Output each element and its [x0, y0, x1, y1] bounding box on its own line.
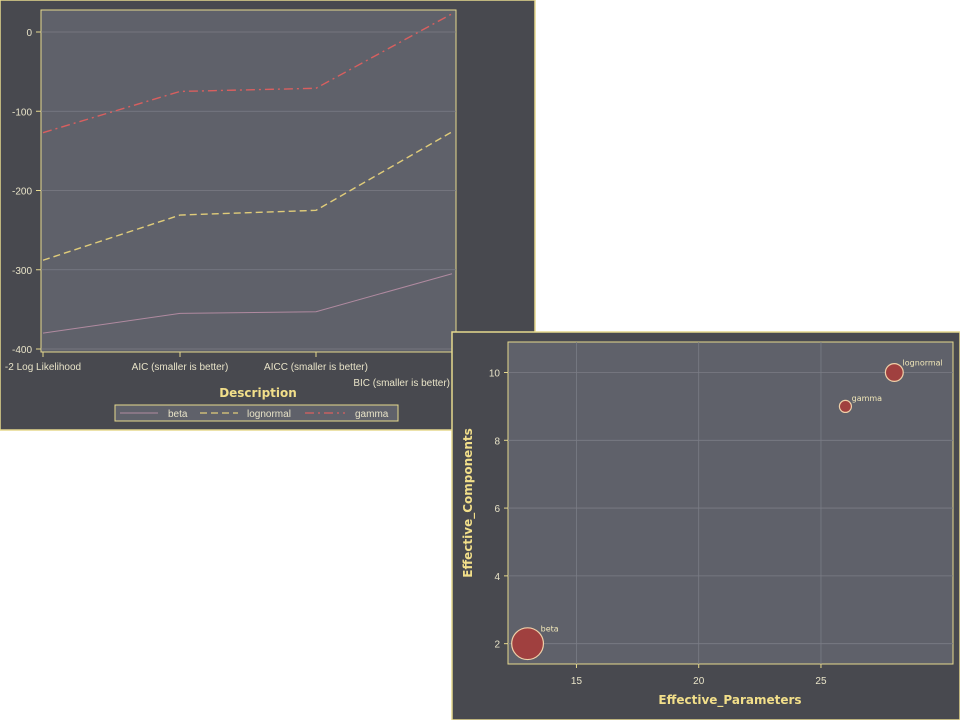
x-tick-label: 20	[693, 676, 705, 687]
bubble-x-axis-title: Effective_Parameters	[658, 693, 801, 708]
y-tick-label: 2	[494, 640, 500, 651]
bubble-label-beta: beta	[541, 625, 559, 634]
bubble-beta	[511, 627, 545, 661]
series-line-lognormal	[42, 131, 453, 261]
bubble-chart: 15 20 25 2 4 6 8 10 beta gamma lognormal Effectiv…	[451, 331, 960, 720]
bubble-label-gamma: gamma	[852, 394, 883, 403]
bubble-label-lognormal: lognormal	[903, 358, 943, 367]
x-tick-label: 15	[571, 676, 583, 687]
y-tick-label: -100	[12, 107, 32, 118]
x-tick-label: BIC (smaller is better)	[353, 378, 450, 389]
x-tick-label: -2 Log Likelihood	[5, 362, 81, 373]
x-tick-label: AICC (smaller is better)	[264, 362, 368, 373]
bubble-lognormal	[884, 363, 904, 383]
x-tick-label: 25	[815, 676, 827, 687]
legend-label-gamma: gamma	[355, 409, 389, 420]
line-chart: 0 -100 -200 -300 -400 -2 Log Likelihood AIC (…	[0, 0, 536, 431]
legend: beta lognormal gamma	[114, 404, 399, 422]
line-plot-area	[40, 9, 457, 353]
series-line-beta	[42, 273, 453, 334]
y-tick-label: 8	[494, 436, 500, 447]
y-tick-label: 0	[26, 28, 32, 39]
y-tick-label: 6	[494, 504, 500, 515]
legend-box	[114, 404, 399, 422]
bubble-gamma	[838, 399, 853, 413]
bubble-plot-area	[507, 341, 954, 665]
x-tick-label: AIC (smaller is better)	[132, 362, 229, 373]
y-tick-label: -200	[12, 187, 32, 198]
bubble-y-axis-title: Effective_Components	[461, 428, 476, 577]
legend-label-beta: beta	[168, 409, 188, 420]
y-tick-label: 10	[489, 369, 501, 380]
y-tick-label: -400	[12, 345, 32, 356]
series-line-gamma	[42, 13, 453, 134]
line-x-axis-title: Description	[219, 386, 297, 400]
legend-label-lognormal: lognormal	[247, 409, 291, 420]
y-tick-label: 4	[494, 572, 500, 583]
y-tick-label: -300	[12, 266, 32, 277]
